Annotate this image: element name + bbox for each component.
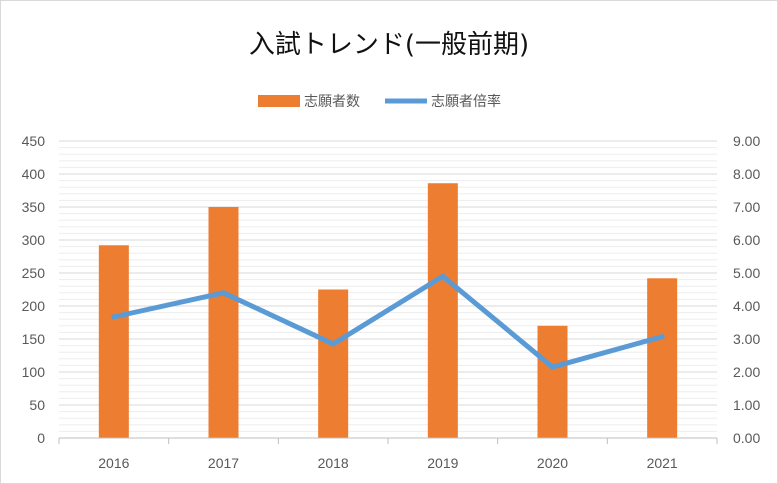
chart-title: 入試トレンド(一般前期): [249, 30, 529, 60]
left-axis-tick-label: 450: [22, 133, 46, 149]
left-axis-tick-label: 250: [22, 265, 46, 281]
line-series: [111, 273, 665, 370]
x-axis-tick-label: 2021: [647, 455, 678, 471]
ratio-line: [111, 273, 665, 370]
left-axis-tick-label: 350: [22, 199, 46, 215]
right-axis-tick-label: 8.00: [733, 166, 760, 182]
x-axis-tick-label: 2018: [318, 455, 349, 471]
bar: [537, 325, 568, 438]
bar-series: [98, 183, 678, 438]
left-axis-tick-label: 400: [22, 166, 46, 182]
right-axis-tick-label: 7.00: [733, 199, 760, 215]
left-axis-tick-label: 50: [29, 397, 45, 413]
legend: 志願者数 志願者倍率: [258, 93, 501, 110]
bar: [427, 183, 458, 438]
right-axis-tick-label: 2.00: [733, 364, 760, 380]
right-axis-tick-label: 5.00: [733, 265, 760, 281]
x-axis-tick-label: 2019: [427, 455, 458, 471]
bar: [208, 207, 239, 438]
left-axis-tick-label: 300: [22, 232, 46, 248]
ratio-point: [440, 273, 446, 279]
right-axis-tick-label: 3.00: [733, 331, 760, 347]
right-axis-tick-label: 0.00: [733, 430, 760, 446]
left-axis-tick-label: 100: [22, 364, 46, 380]
axes: 0 50 100 150 200 250 300 350 400 450 0.00 1.00 2.00 3…: [22, 133, 761, 471]
bar: [647, 278, 678, 438]
left-axis-tick-label: 0: [37, 430, 45, 446]
left-axis-tick-label: 150: [22, 331, 46, 347]
bar: [98, 245, 129, 438]
left-axis-tick-label: 200: [22, 298, 46, 314]
legend-label-ratio: 志願者倍率: [431, 93, 501, 110]
legend-swatch-applicants: [258, 95, 300, 107]
ratio-point: [330, 341, 336, 347]
bar: [318, 289, 349, 438]
right-axis-tick-label: 4.00: [733, 298, 760, 314]
gridlines: [59, 140, 717, 439]
right-axis-tick-label: 1.00: [733, 397, 760, 413]
ratio-point: [659, 334, 665, 340]
right-axis-tick-label: 9.00: [733, 133, 760, 149]
right-axis-tick-label: 6.00: [733, 232, 760, 248]
ratio-point: [111, 314, 117, 320]
ratio-point: [550, 364, 555, 370]
ratio-point: [221, 290, 226, 296]
x-axis-tick-label: 2017: [208, 455, 239, 471]
legend-label-applicants: 志願者数: [304, 94, 360, 110]
x-axis-tick-label: 2016: [98, 455, 129, 471]
x-axis-tick-label: 2020: [537, 455, 568, 471]
